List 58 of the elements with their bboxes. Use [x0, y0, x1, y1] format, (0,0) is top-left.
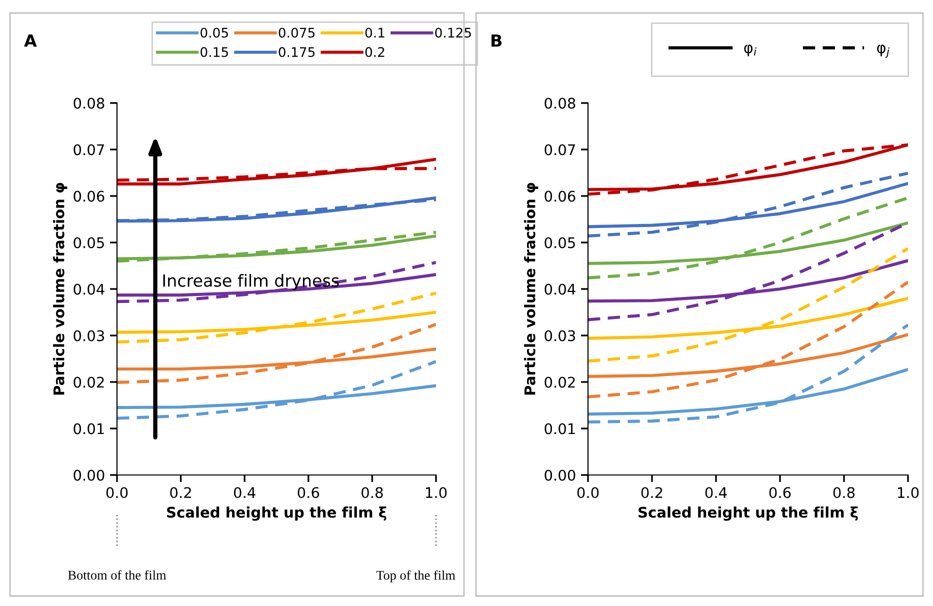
line-series [117, 158, 436, 186]
legend-label: 0.075 [278, 28, 315, 38]
x-tick-label: 0.6 [298, 487, 320, 498]
text: Top of the film [376, 570, 456, 582]
y-tick-label: 0.06 [74, 190, 104, 202]
line-series [588, 247, 908, 363]
y-axis-title: Particle volume fraction φ [53, 182, 68, 395]
line-series [588, 172, 908, 238]
line-series [117, 292, 436, 344]
x-tick-label: 0.2 [641, 487, 662, 498]
y-tick-label: 0.04 [74, 284, 104, 295]
x-tick-label: 0.8 [362, 487, 383, 498]
y-tick-label: 0.08 [544, 98, 576, 109]
y-tick-label: 0.01 [544, 423, 575, 434]
line-series [117, 360, 436, 420]
line-series [588, 323, 908, 424]
x-tick-label: 0.4 [705, 487, 727, 498]
legend-label: 0.175 [278, 47, 315, 58]
x-tick-label: 0.4 [234, 487, 256, 498]
legend-label: 0.1 [365, 28, 384, 38]
y-tick-label: 0.07 [544, 144, 575, 156]
y-tick-label: 0.00 [74, 470, 104, 481]
y-tick-label: 0.03 [544, 330, 576, 342]
x-axis-title: Scaled height up the film ξ [167, 506, 386, 521]
y-tick-label: 0.04 [544, 284, 576, 295]
legend-label: 0.05 [200, 28, 228, 38]
line-series [588, 196, 908, 280]
x-tick-label: 0.6 [769, 487, 791, 498]
x-tick-label: 0.0 [106, 487, 128, 498]
x-tick-label: 1.0 [898, 487, 919, 498]
y-tick-label: 0.02 [544, 376, 575, 388]
text: φ$_{i}$ [744, 44, 756, 56]
y-tick-label: 0.06 [544, 190, 576, 202]
legend-label: 0.2 [365, 47, 384, 58]
text: Bottom of the film [68, 570, 166, 580]
y-tick-label: 0.05 [74, 237, 104, 248]
y-tick-label: 0.07 [74, 144, 104, 156]
x-tick-label: 1.0 [426, 487, 447, 498]
y-axis-title: Particle volume fraction φ [524, 182, 538, 395]
y-tick-label: 0.02 [74, 376, 104, 388]
text: A [24, 34, 37, 47]
x-tick-label: 0.0 [577, 487, 599, 498]
y-tick-label: 0.05 [544, 237, 575, 248]
text: φ$_{j}$ [877, 44, 890, 58]
annotation: Increase film dryness [163, 274, 339, 290]
y-tick-label: 0.08 [74, 98, 104, 109]
line-series [117, 260, 436, 304]
line-series [117, 322, 436, 384]
x-tick-label: 0.2 [170, 487, 191, 498]
legend-label: 0.15 [200, 47, 228, 58]
text: B [492, 34, 502, 47]
x-axis-title: Scaled height up the film ξ [638, 506, 858, 521]
x-tick-label: 0.8 [833, 487, 855, 498]
y-tick-label: 0.00 [544, 470, 576, 481]
y-tick-label: 0.03 [74, 330, 104, 342]
y-tick-label: 0.01 [74, 423, 104, 434]
legend-label: 0.125 [435, 28, 471, 38]
line-series [588, 280, 908, 398]
